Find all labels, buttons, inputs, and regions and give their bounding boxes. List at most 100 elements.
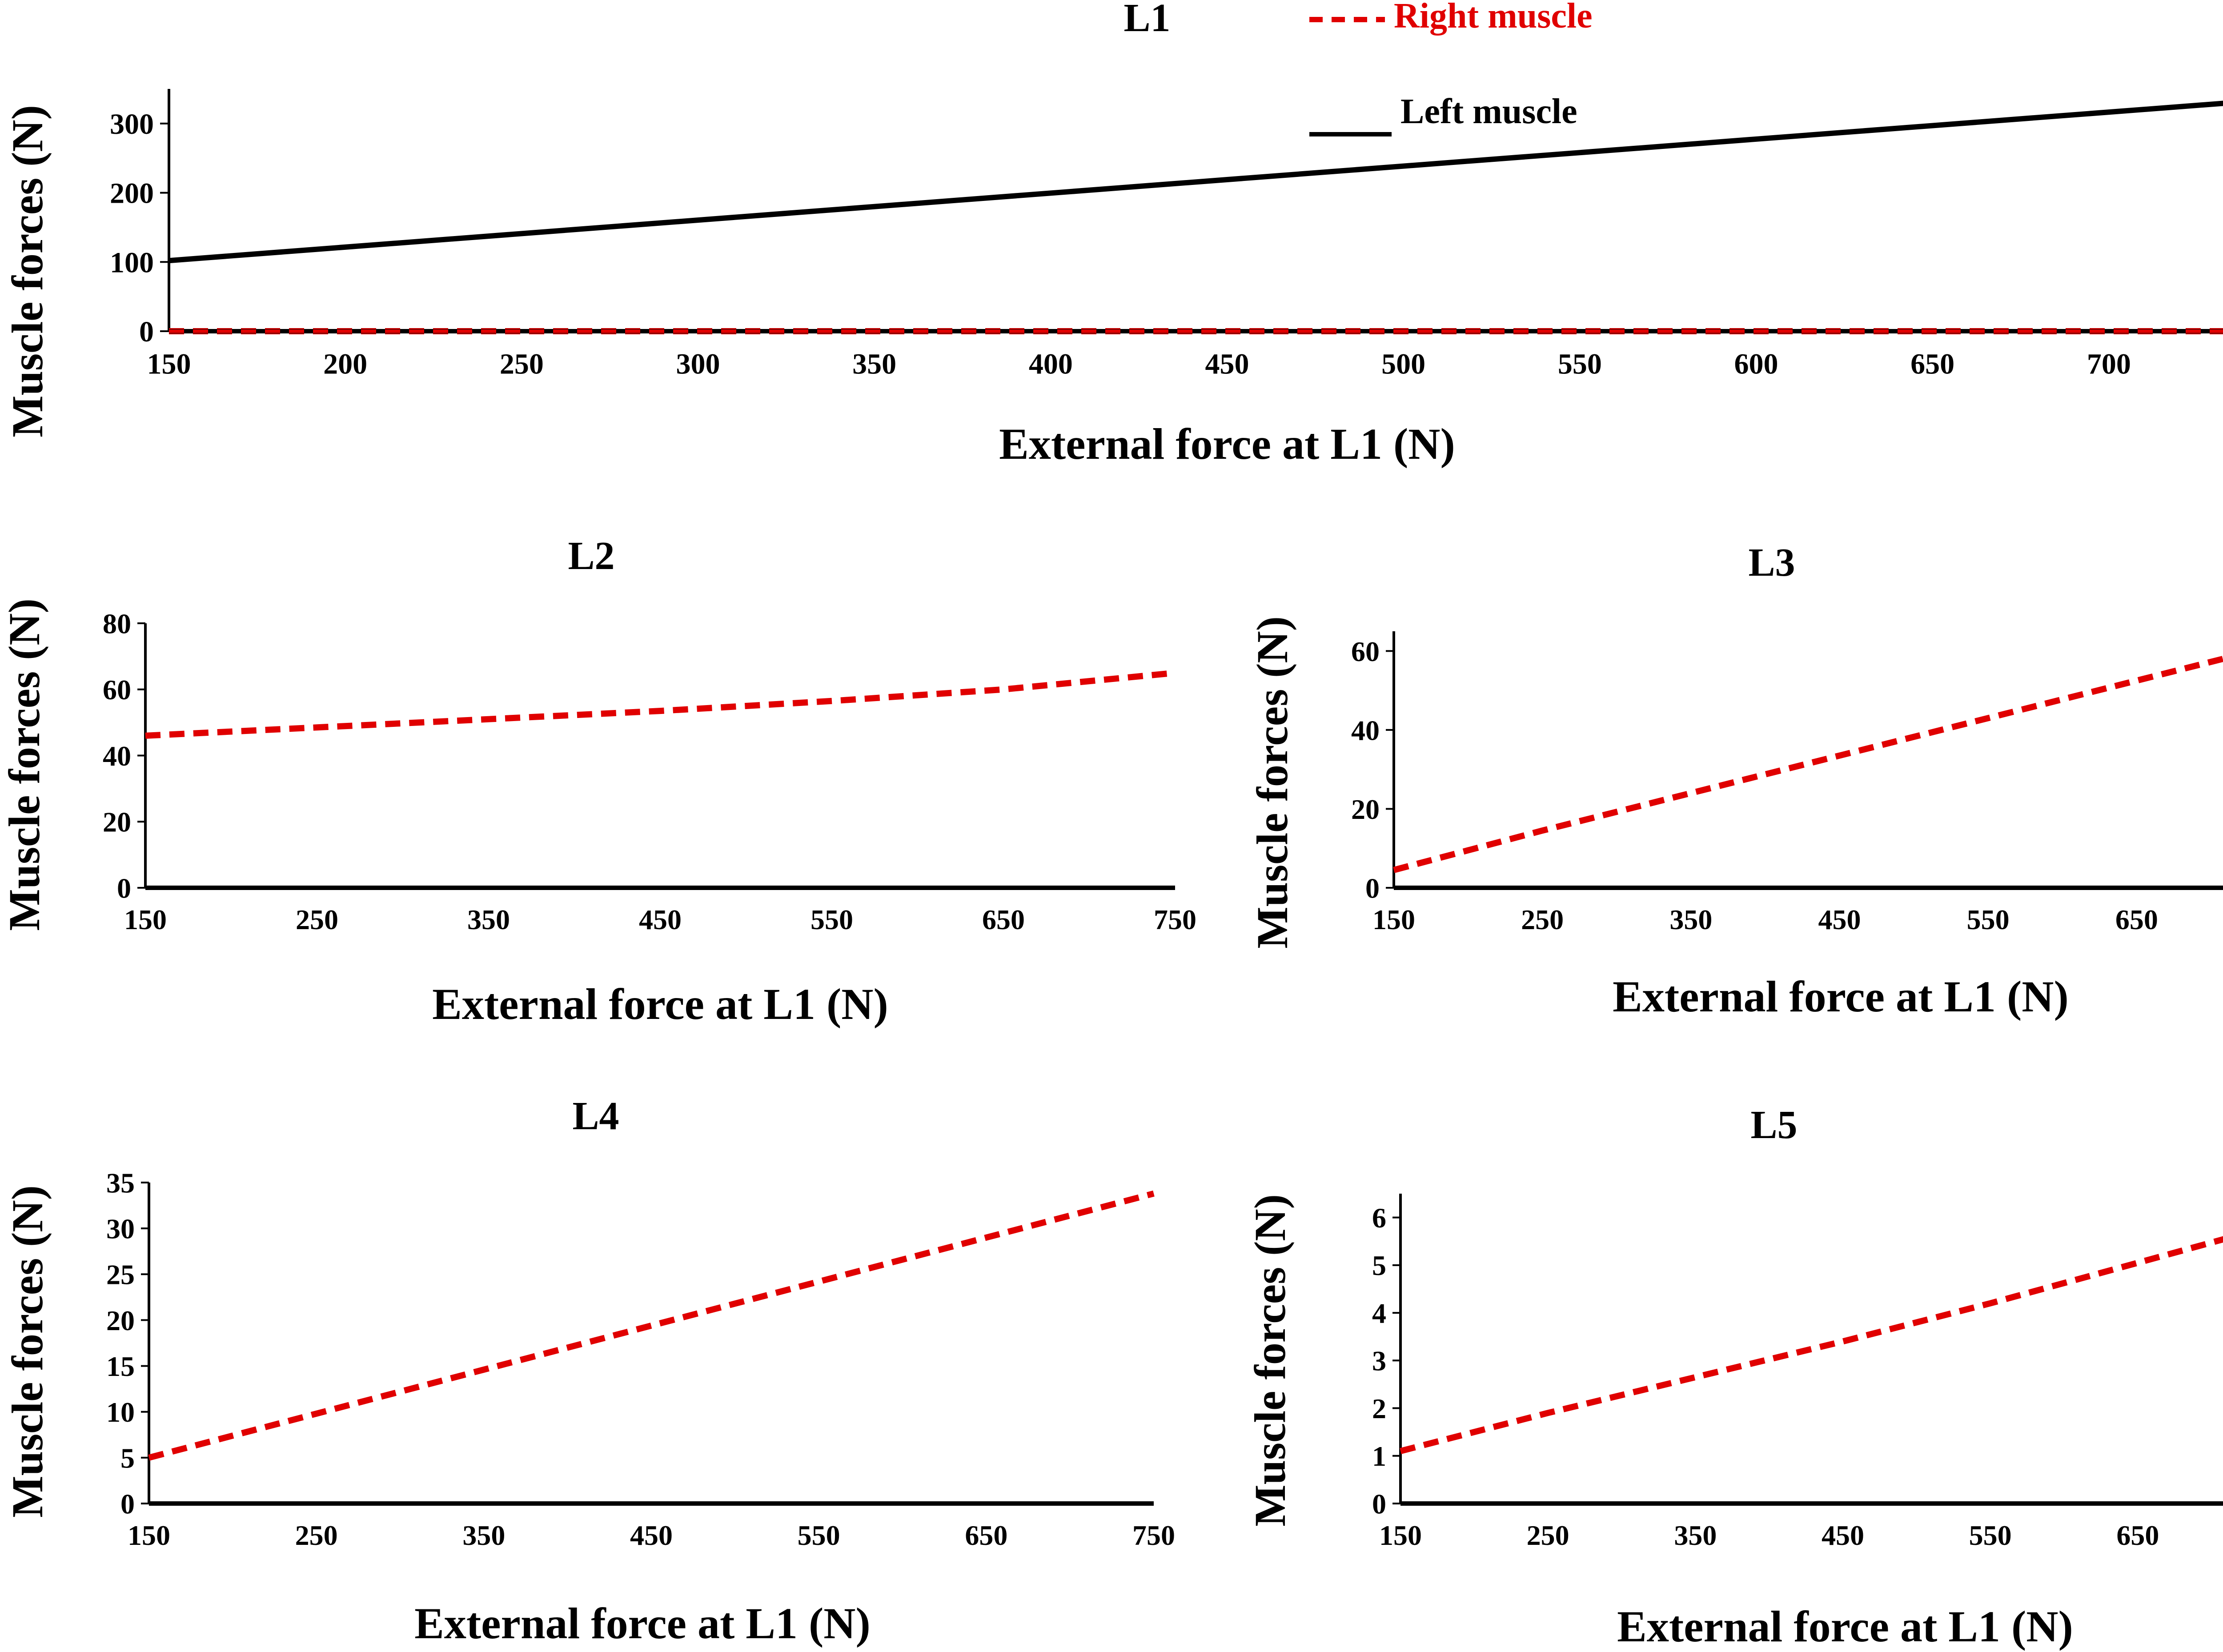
x-axis-label: External force at L1 (N) [1617,1602,2073,1651]
y-axis-label: Muscle forces (N) [1245,1194,1295,1527]
legend: Right muscle Left muscle [1309,0,1593,136]
x-tick-label: 150 [128,1520,170,1551]
chart-l3: L3 0204060150250350450550650750 External… [1248,541,2223,1021]
x-tick-label: 350 [467,904,510,935]
y-tick-label: 0 [139,316,154,348]
x-tick-label: 350 [1674,1520,1717,1551]
x-tick-label: 250 [500,348,544,381]
x-tick-label: 150 [1379,1520,1422,1551]
x-tick-label: 450 [630,1520,673,1551]
y-tick-label: 35 [106,1167,135,1199]
y-tick-label: 15 [106,1351,135,1382]
chart-l1: L1 0 100 200 300 150 200 250 300 350 400 450 500 550… [3,0,2223,469]
y-tick-label: 0 [1372,1488,1386,1520]
chart-title: L3 [1748,541,1795,585]
x-axis-label: External force at L1 (N) [999,419,1455,469]
x-tick-label: 250 [296,904,338,935]
y-axis-label: Muscle forces (N) [3,105,52,437]
x-tick-label: 550 [1969,1520,2012,1551]
chart-title: L1 [1124,0,1170,40]
x-tick-label: 650 [982,904,1025,935]
x-tick-label: 550 [798,1520,840,1551]
x-tick-label: 350 [462,1520,505,1551]
x-tick-label: 400 [1029,348,1073,381]
chart-title: L5 [1750,1103,1797,1147]
x-tick-label: 200 [323,348,367,381]
y-axis-label: Muscle forces (N) [0,598,49,931]
y-tick-label: 20 [1351,794,1380,825]
y-tick-label: 5 [1372,1250,1386,1281]
x-tick-label: 150 [124,904,167,935]
plot-area: 0123456150250350450550650750 [1372,1194,2223,1551]
y-tick-label: 20 [103,806,131,838]
x-tick-label: 450 [1818,904,1861,935]
chart-l4: L4 0 5 10 15 20 25 30 35 150 250 350 450 550 650 750 E… [3,1094,1175,1648]
legend-left-label: Left muscle [1400,92,1577,131]
y-tick-label: 6 [1372,1202,1386,1234]
y-tick-label: 100 [110,246,154,279]
y-tick-label: 300 [110,108,154,140]
plot-area: 0204060150250350450550650750 [1351,631,2223,935]
chart-l5: L5 0123456150250350450550650750 External… [1245,1103,2223,1651]
x-tick-label: 450 [639,904,682,935]
y-tick-label: 60 [103,674,131,706]
x-tick-label: 550 [1558,348,1602,381]
x-tick-label: 600 [1734,348,1778,381]
x-tick-label: 750 [1154,904,1196,935]
series-line-right-muscle [148,1190,1155,1461]
chart-l2: L2 0 20 40 60 80 150 250 350 450 550 650 750 Extern… [0,534,1196,1029]
y-tick-label: 4 [1372,1297,1386,1329]
y-tick-label: 3 [1372,1345,1386,1377]
chart-title: L4 [572,1094,619,1138]
x-tick-label: 650 [2115,904,2158,935]
x-tick-label: 500 [1381,348,1425,381]
x-axis-label: External force at L1 (N) [432,979,888,1029]
x-tick-label: 300 [676,348,720,381]
x-tick-label: 650 [2116,1520,2159,1551]
x-axis-label: External force at L1 (N) [1613,972,2069,1021]
y-tick-label: 60 [1351,636,1380,667]
x-tick-label: 450 [1822,1520,1864,1551]
y-tick-label: 0 [117,872,131,904]
y-tick-label: 40 [1351,714,1380,746]
x-tick-label: 450 [1205,348,1249,381]
y-tick-label: 2 [1372,1393,1386,1424]
y-axis-label: Muscle forces (N) [3,1185,52,1518]
x-axis-label: External force at L1 (N) [414,1599,871,1648]
x-tick-label: 550 [1967,904,2010,935]
x-tick-label: 700 [2087,348,2131,381]
x-tick-label: 150 [1372,904,1415,935]
series-line-right-muscle [1400,1236,2223,1454]
series-line-left-muscle [169,100,2223,264]
x-tick-label: 650 [965,1520,1007,1551]
y-tick-label: 30 [106,1213,135,1245]
y-tick-label: 80 [103,608,131,639]
legend-right-label: Right muscle [1394,0,1593,36]
y-tick-label: 0 [120,1488,135,1520]
x-tick-label: 150 [147,348,191,381]
series-line-right-muscle [1393,655,2223,873]
x-tick-label: 250 [1527,1520,1569,1551]
x-tick-label: 550 [811,904,853,935]
plot-area: 0 100 200 300 150 200 250 300 350 400 450 500 550 600… [110,89,2223,381]
x-tick-label: 750 [1132,1520,1175,1551]
x-tick-label: 650 [1910,348,1954,381]
chart-title: L2 [568,534,614,578]
plot-area: 0 20 40 60 80 150 250 350 450 550 650 750 [103,608,1196,935]
plot-area: 0 5 10 15 20 25 30 35 150 250 350 450 550 650 750 [106,1167,1175,1551]
y-tick-label: 10 [106,1396,135,1428]
y-tick-label: 200 [110,177,154,210]
y-tick-label: 1 [1372,1440,1386,1472]
series-line-right-muscle [145,670,1176,739]
y-tick-label: 20 [106,1305,135,1336]
y-tick-label: 25 [106,1259,135,1291]
x-tick-label: 350 [1669,904,1712,935]
x-tick-label: 250 [1521,904,1564,935]
y-tick-label: 40 [103,740,131,772]
y-tick-label: 5 [120,1442,135,1474]
x-tick-label: 350 [852,348,896,381]
y-axis-label: Muscle forces (N) [1248,616,1297,949]
y-tick-label: 0 [1365,872,1380,904]
x-tick-label: 250 [295,1520,338,1551]
